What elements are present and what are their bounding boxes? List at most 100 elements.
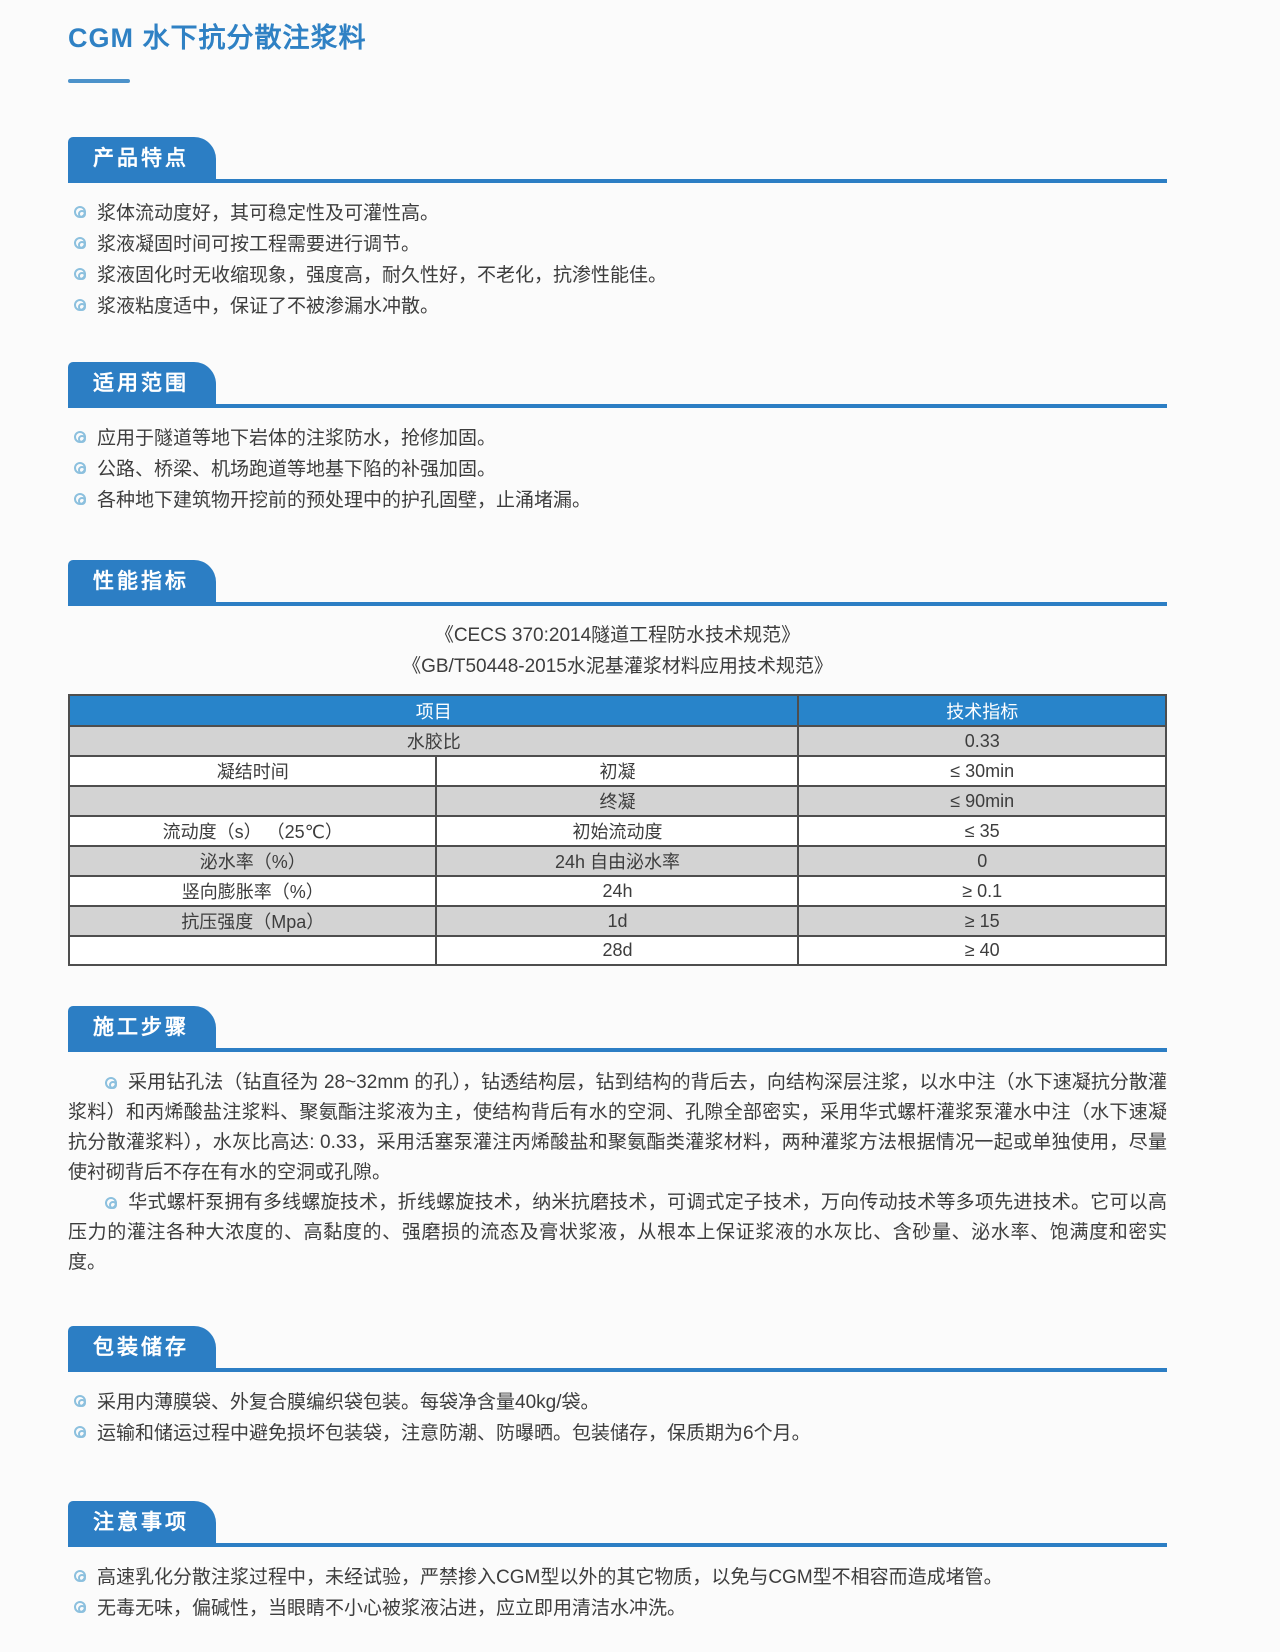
table-cell-sub: 24h 自由泌水率 xyxy=(435,845,800,877)
list-item: 应用于隧道等地下岩体的注浆防水，抢修加固。 xyxy=(74,421,1167,452)
table-cell-item: 流动度（s） （25℃） xyxy=(67,815,438,847)
title-underline xyxy=(68,79,130,83)
section-header: 产品特点 xyxy=(68,137,1167,183)
bullet-icon xyxy=(74,205,86,218)
section-header: 注意事项 xyxy=(68,1501,1167,1547)
table-row: 流动度（s） （25℃） 初始流动度 ≤ 35 xyxy=(67,815,1167,847)
bullet-icon xyxy=(105,1197,117,1209)
list-item: 浆液凝固时间可按工程需要进行调节。 xyxy=(74,227,1167,258)
paragraph-text: 华式螺杆泵拥有多线螺旋技术，折线螺旋技术，纳米抗磨技术，可调式定子技术，万向传动… xyxy=(68,1192,1167,1273)
section-performance: 性能指标 《CECS 370:2014隧道工程防水技术规范》 《GB/T5044… xyxy=(67,560,1167,966)
standards-references: 《CECS 370:2014隧道工程防水技术规范》 《GB/T50448-201… xyxy=(68,620,1167,682)
table-cell-item xyxy=(67,785,438,817)
scope-list: 应用于隧道等地下岩体的注浆防水，抢修加固。 公路、桥梁、机场跑道等地基下陷的补强… xyxy=(68,421,1167,514)
section-header: 施工步骤 xyxy=(68,1006,1167,1052)
section-tab-features: 产品特点 xyxy=(68,137,216,179)
bullet-icon xyxy=(105,1077,117,1089)
standard-line: 《GB/T50448-2015水泥基灌浆材料应用技术规范》 xyxy=(402,656,833,677)
section-features: 产品特点 浆体流动度好，其可稳定性及可灌性高。 浆液凝固时间可按工程需要进行调节… xyxy=(68,137,1167,320)
table-row: 终凝 ≤ 90min xyxy=(67,785,1167,817)
list-item: 浆液粘度适中，保证了不被渗漏水冲散。 xyxy=(74,289,1167,320)
table-cell-value: ≥ 15 xyxy=(797,905,1167,937)
table-cell-sub: 初凝 xyxy=(435,755,800,787)
list-item-text: 公路、桥梁、机场跑道等地基下陷的补强加固。 xyxy=(97,459,497,480)
list-item-text: 浆液固化时无收缩现象，强度高，耐久性好，不老化，抗渗性能佳。 xyxy=(97,265,668,286)
table-cell-value: ≥ 40 xyxy=(797,935,1167,966)
bullet-icon xyxy=(74,1600,86,1613)
notes-list: 高速乳化分散注浆过程中，未经试验，严禁掺入CGM型以外的其它物质，以免与CGM型… xyxy=(68,1560,1167,1622)
table-row: 28d ≥ 40 xyxy=(67,935,1167,966)
table-cell-sub: 24h xyxy=(435,875,800,907)
list-item-text: 浆液粘度适中，保证了不被渗漏水冲散。 xyxy=(97,296,440,317)
list-item-text: 运输和储运过程中避免损坏包装袋，注意防潮、防曝晒。包装储存，保质期为6个月。 xyxy=(97,1423,811,1444)
standard-line: 《CECS 370:2014隧道工程防水技术规范》 xyxy=(434,625,801,646)
page-title: CGM 水下抗分散注浆料 xyxy=(68,23,367,53)
list-item-text: 各种地下建筑物开挖前的预处理中的护孔固壁，止涌堵漏。 xyxy=(97,490,592,511)
list-item-text: 浆体流动度好，其可稳定性及可灌性高。 xyxy=(97,203,440,224)
table-cell-item: 水胶比 xyxy=(67,725,800,757)
table-cell-value: ≤ 30min xyxy=(797,755,1167,787)
bullet-icon xyxy=(74,267,86,280)
table-cell-item: 竖向膨胀率（%） xyxy=(67,875,438,907)
list-item: 浆液固化时无收缩现象，强度高，耐久性好，不老化，抗渗性能佳。 xyxy=(74,258,1167,289)
bullet-icon xyxy=(74,461,86,474)
table-cell-item: 凝结时间 xyxy=(67,755,438,787)
list-item: 采用内薄膜袋、外复合膜编织袋包装。每袋净含量40kg/袋。 xyxy=(74,1385,1167,1416)
list-item-text: 应用于隧道等地下岩体的注浆防水，抢修加固。 xyxy=(97,428,497,449)
list-item-text: 采用内薄膜袋、外复合膜编织袋包装。每袋净含量40kg/袋。 xyxy=(97,1392,600,1413)
table-row: 抗压强度（Mpa） 1d ≥ 15 xyxy=(67,905,1167,937)
table-row: 凝结时间 初凝 ≤ 30min xyxy=(67,755,1167,787)
table-cell-value: ≤ 90min xyxy=(797,785,1167,817)
table-cell-item: 抗压强度（Mpa） xyxy=(67,905,438,937)
table-cell-value: ≥ 0.1 xyxy=(797,875,1167,907)
table-cell-sub: 初始流动度 xyxy=(435,815,800,847)
section-tab-construction: 施工步骤 xyxy=(68,1006,216,1048)
table-cell-sub: 终凝 xyxy=(435,785,800,817)
list-item-text: 高速乳化分散注浆过程中，未经试验，严禁掺入CGM型以外的其它物质，以免与CGM型… xyxy=(97,1567,1003,1588)
performance-table: 项目 技术指标 水胶比 0.33 凝结时间 初凝 ≤ 30min 终凝 ≤ 90… xyxy=(67,694,1167,966)
bullet-icon xyxy=(74,1425,86,1438)
paragraph-text: 采用钻孔法（钻直径为 28~32mm 的孔），钻透结构层，钻到结构的背后去，向结… xyxy=(68,1072,1167,1183)
table-cell-value: 0.33 xyxy=(797,725,1167,757)
table-header-row: 项目 技术指标 xyxy=(67,694,1167,727)
packaging-list: 采用内薄膜袋、外复合膜编织袋包装。每袋净含量40kg/袋。 运输和储运过程中避免… xyxy=(68,1385,1167,1447)
section-tab-notes: 注意事项 xyxy=(68,1501,216,1543)
table-cell-value: ≤ 35 xyxy=(797,815,1167,847)
bullet-icon xyxy=(74,1394,86,1407)
table-row: 竖向膨胀率（%） 24h ≥ 0.1 xyxy=(67,875,1167,907)
section-notes: 注意事项 高速乳化分散注浆过程中，未经试验，严禁掺入CGM型以外的其它物质，以免… xyxy=(68,1501,1167,1622)
construction-paragraph: 华式螺杆泵拥有多线螺旋技术，折线螺旋技术，纳米抗磨技术，可调式定子技术，万向传动… xyxy=(68,1188,1167,1278)
table-cell-value: 0 xyxy=(797,845,1167,877)
section-packaging: 包装储存 采用内薄膜袋、外复合膜编织袋包装。每袋净含量40kg/袋。 运输和储运… xyxy=(68,1326,1167,1447)
table-header-item: 项目 xyxy=(67,694,800,727)
section-construction: 施工步骤 采用钻孔法（钻直径为 28~32mm 的孔），钻透结构层，钻到结构的背… xyxy=(68,1006,1167,1278)
construction-paragraph: 采用钻孔法（钻直径为 28~32mm 的孔），钻透结构层，钻到结构的背后去，向结… xyxy=(68,1068,1167,1188)
bullet-icon xyxy=(74,1569,86,1582)
table-header-value: 技术指标 xyxy=(797,694,1167,727)
list-item: 公路、桥梁、机场跑道等地基下陷的补强加固。 xyxy=(74,452,1167,483)
list-item-text: 无毒无味，偏碱性，当眼睛不小心被浆液沾进，应立即用清洁水冲洗。 xyxy=(97,1598,687,1619)
section-header: 适用范围 xyxy=(68,362,1167,408)
table-cell-item: 泌水率（%） xyxy=(67,845,438,877)
section-header: 包装储存 xyxy=(68,1326,1167,1372)
list-item-text: 浆液凝固时间可按工程需要进行调节。 xyxy=(97,234,421,255)
section-tab-packaging: 包装储存 xyxy=(68,1326,216,1368)
list-item: 各种地下建筑物开挖前的预处理中的护孔固壁，止涌堵漏。 xyxy=(74,483,1167,514)
table-cell-sub: 28d xyxy=(435,935,800,966)
section-tab-performance: 性能指标 xyxy=(68,560,216,602)
section-tab-scope: 适用范围 xyxy=(68,362,216,404)
table-cell-sub: 1d xyxy=(435,905,800,937)
list-item: 浆体流动度好，其可稳定性及可灌性高。 xyxy=(74,196,1167,227)
list-item: 高速乳化分散注浆过程中，未经试验，严禁掺入CGM型以外的其它物质，以免与CGM型… xyxy=(74,1560,1167,1591)
list-item: 无毒无味，偏碱性，当眼睛不小心被浆液沾进，应立即用清洁水冲洗。 xyxy=(74,1591,1167,1622)
list-item: 运输和储运过程中避免损坏包装袋，注意防潮、防曝晒。包装储存，保质期为6个月。 xyxy=(74,1416,1167,1447)
table-cell-item xyxy=(67,935,438,966)
table-row: 水胶比 0.33 xyxy=(67,725,1167,757)
bullet-icon xyxy=(74,298,86,311)
bullet-icon xyxy=(74,492,86,505)
bullet-icon xyxy=(74,236,86,249)
section-header: 性能指标 xyxy=(68,560,1167,606)
table-row: 泌水率（%） 24h 自由泌水率 0 xyxy=(67,845,1167,877)
bullet-icon xyxy=(74,430,86,443)
